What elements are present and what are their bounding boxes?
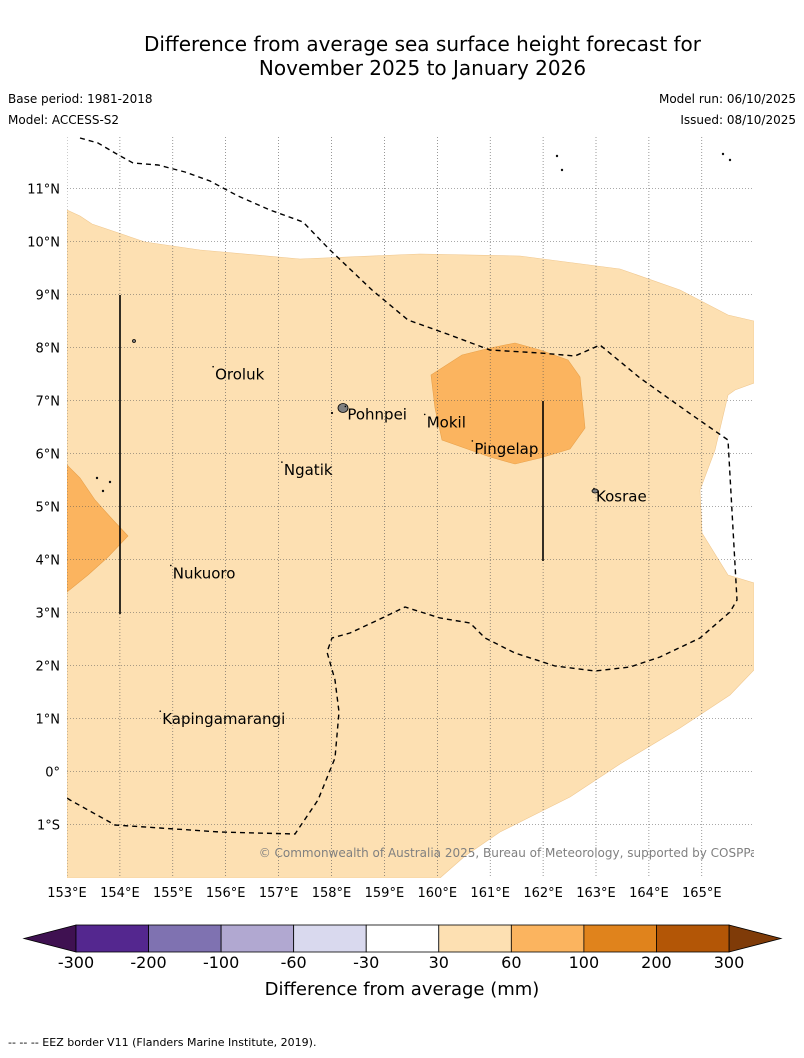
- place-label: Kosrae: [596, 488, 647, 506]
- place-label: Kapingamarangi: [162, 710, 285, 728]
- colorbar-segment: [510, 924, 585, 953]
- map-area: Oroluk Pohnpei Mokil Pingelap Ngatik Kosrae Nu…: [67, 137, 764, 878]
- colorbar-over-arrow: [728, 924, 783, 953]
- colorbar: -300 -200 -100 -60 -30 30 60 100 200 300: [22, 924, 783, 972]
- longitude-label: 156°E: [206, 886, 246, 901]
- place-label: Oroluk: [215, 366, 264, 384]
- model-run-date: Model run: 06/10/2025: [658, 92, 796, 106]
- longitude-label: 159°E: [365, 886, 405, 901]
- longitude-label: 157°E: [259, 886, 299, 901]
- base-period: Base period: 1981-2018: [8, 92, 153, 106]
- issued-date: Issued: 08/10/2025: [680, 113, 796, 127]
- anomaly-30-60-region: [67, 209, 754, 878]
- title-line-1: Difference from average sea surface heig…: [143, 32, 702, 56]
- latitude-label: 4°N: [36, 554, 61, 569]
- model-name: Model: ACCESS-S2: [8, 113, 120, 127]
- colorbar-tick-label: 300: [714, 953, 745, 972]
- latitude-label: 2°N: [36, 660, 61, 675]
- longitude-label: 165°E: [682, 886, 722, 901]
- place-label: Mokil: [427, 413, 466, 431]
- longitude-label: 153°E: [47, 886, 87, 901]
- longitude-label: 154°E: [100, 886, 140, 901]
- longitude-label: 155°E: [153, 886, 193, 901]
- place-label: Pingelap: [474, 440, 538, 458]
- eez-border-north: [67, 137, 738, 835]
- latitude-label: 8°N: [36, 342, 61, 357]
- eez-borders: [67, 137, 738, 835]
- latitude-label: 7°N: [36, 395, 61, 410]
- latitude-label: 5°N: [36, 501, 61, 516]
- colorbar-tick-label: -300: [58, 953, 94, 972]
- copyright-notice: © Commonwealth of Australia 2025, Bureau…: [259, 846, 764, 860]
- colorbar-segment: [438, 924, 512, 953]
- graticule: [67, 137, 754, 878]
- colorbar-tick-label: 60: [501, 953, 521, 972]
- latitude-label: 1°N: [36, 713, 61, 728]
- latitude-label: 6°N: [36, 448, 61, 463]
- place-label: Ngatik: [284, 461, 333, 479]
- colorbar-segment: [365, 924, 440, 953]
- place-marker: [593, 487, 595, 490]
- colorbar-tick-label: -60: [281, 953, 307, 972]
- latitude-label: 0°: [45, 766, 60, 781]
- latitude-labels: 11°N 10°N 9°N 8°N 7°N 6°N 5°N 4°N 3°N 2°N 1°N 0° 1°S: [27, 183, 60, 834]
- colorbar-title: Difference from average (mm): [265, 979, 540, 1000]
- eez-footnote: -- -- -- EEZ border V11 (Flanders Marine…: [8, 1036, 317, 1049]
- latitude-label: 10°N: [27, 236, 60, 251]
- longitude-label: 158°E: [312, 886, 352, 901]
- place-marker: [281, 461, 283, 463]
- place-label: Pohnpei: [347, 405, 407, 423]
- islet-5: [728, 158, 732, 162]
- islet-1: [132, 339, 136, 343]
- longitude-label: 162°E: [523, 886, 563, 901]
- islet-7: [108, 480, 112, 484]
- colorbar-segment: [583, 924, 657, 953]
- islet-3: [560, 168, 564, 172]
- islet-2: [555, 154, 559, 158]
- islet-6: [95, 476, 99, 480]
- place-marker: [471, 440, 474, 442]
- place-marker: [344, 405, 347, 408]
- colorbar-under-arrow: [22, 924, 77, 953]
- place-marker: [170, 564, 172, 567]
- anomaly-60-100-region-west: [67, 464, 129, 593]
- place-marker: [423, 413, 426, 416]
- longitude-label: 164°E: [629, 886, 669, 901]
- title-line-2: November 2025 to January 2026: [258, 56, 587, 80]
- colorbar-tick-label: -100: [203, 953, 239, 972]
- kosrae-island: [591, 488, 599, 494]
- longitude-labels: 153°E 154°E 155°E 156°E 157°E 158°E 159°E 160°E…: [47, 886, 721, 901]
- longitude-label: 160°E: [418, 886, 458, 901]
- colorbar-tick-label: -30: [353, 953, 379, 972]
- longitude-label: 161°E: [470, 886, 510, 901]
- place-marker: [212, 365, 214, 368]
- colorbar-segment: [220, 924, 295, 953]
- colorbar-tick-label: 100: [569, 953, 600, 972]
- latitude-label: 1°S: [37, 819, 60, 834]
- longitude-label: 163°E: [576, 886, 616, 901]
- anomaly-60-100-region-east: [430, 342, 586, 465]
- latitude-label: 3°N: [36, 607, 61, 622]
- colorbar-segment: [75, 924, 149, 953]
- map-title: Difference from average sea surface heig…: [0, 32, 804, 80]
- colorbar-segment: [656, 924, 730, 953]
- latitude-label: 11°N: [27, 183, 60, 198]
- place-labels: Oroluk Pohnpei Mokil Pingelap Ngatik Kosrae Nu…: [159, 365, 647, 728]
- islet-9: [330, 411, 334, 415]
- place-label: Nukuoro: [173, 564, 236, 582]
- colorbar-segment: [293, 924, 367, 953]
- colorbar-tick-label: 30: [429, 953, 449, 972]
- islet-4: [721, 152, 725, 156]
- place-marker: [159, 710, 162, 712]
- latitude-label: 9°N: [36, 289, 61, 304]
- colorbar-tick-label: 200: [641, 953, 672, 972]
- colorbar-segment: [148, 924, 222, 953]
- colorbar-tick-label: -200: [130, 953, 166, 972]
- islet-8: [101, 489, 105, 493]
